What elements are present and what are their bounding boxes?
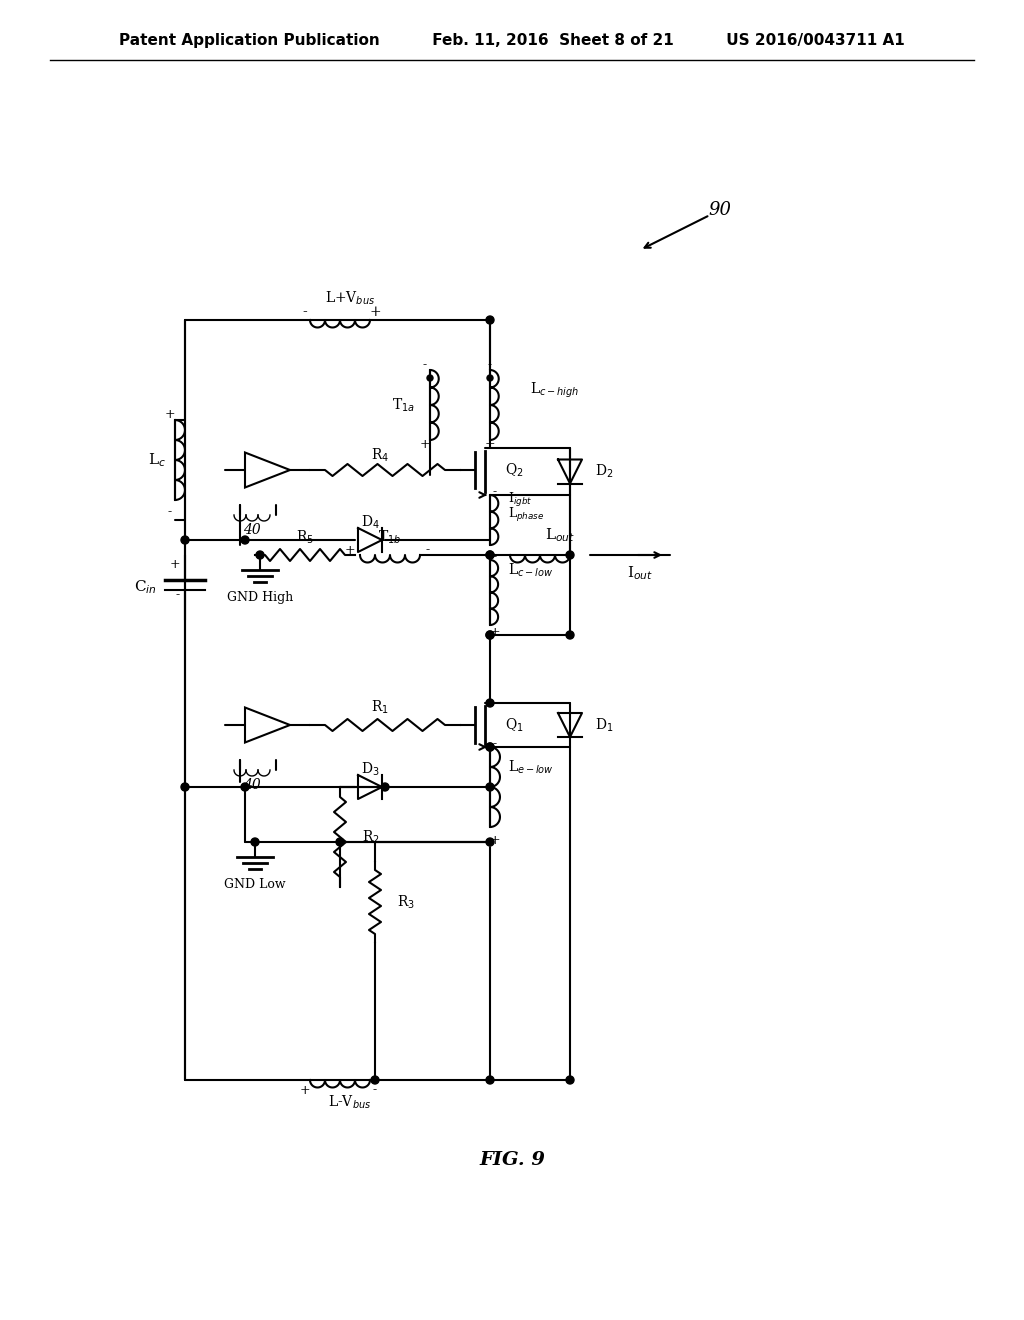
Circle shape bbox=[251, 838, 259, 846]
Circle shape bbox=[486, 743, 494, 751]
Circle shape bbox=[486, 550, 494, 558]
Circle shape bbox=[486, 838, 494, 846]
Text: -: - bbox=[423, 359, 427, 371]
Text: +: + bbox=[169, 558, 180, 572]
Text: D$_1$: D$_1$ bbox=[595, 717, 613, 734]
Text: Q$_1$: Q$_1$ bbox=[505, 717, 523, 734]
Text: L-V$_{bus}$: L-V$_{bus}$ bbox=[329, 1093, 372, 1110]
Text: R$_5$: R$_5$ bbox=[296, 528, 314, 545]
Text: D$_4$: D$_4$ bbox=[360, 513, 380, 531]
Text: 40: 40 bbox=[243, 523, 261, 537]
Text: +: + bbox=[489, 627, 501, 639]
Text: -: - bbox=[303, 305, 307, 319]
Text: +: + bbox=[345, 544, 355, 557]
Text: 90: 90 bbox=[709, 201, 731, 219]
Text: -: - bbox=[426, 544, 430, 557]
Text: -: - bbox=[493, 550, 497, 564]
Text: -: - bbox=[168, 506, 172, 519]
Text: Patent Application Publication          Feb. 11, 2016  Sheet 8 of 21          US: Patent Application Publication Feb. 11, … bbox=[119, 33, 905, 48]
Text: +: + bbox=[489, 833, 501, 846]
Text: R$_3$: R$_3$ bbox=[397, 894, 415, 911]
Text: R$_2$: R$_2$ bbox=[362, 829, 380, 846]
Text: L$_{c-high}$: L$_{c-high}$ bbox=[530, 380, 580, 400]
Text: T$_{1a}$: T$_{1a}$ bbox=[392, 396, 415, 413]
Circle shape bbox=[241, 783, 249, 791]
Text: Q$_2$: Q$_2$ bbox=[505, 461, 523, 479]
Text: R$_1$: R$_1$ bbox=[371, 698, 389, 715]
Circle shape bbox=[381, 783, 389, 791]
Circle shape bbox=[427, 375, 433, 381]
Circle shape bbox=[486, 783, 494, 791]
Text: L$_{c-low}$: L$_{c-low}$ bbox=[508, 561, 553, 578]
Text: -: - bbox=[488, 359, 493, 371]
Text: L$_c$: L$_c$ bbox=[148, 451, 166, 469]
Text: C$_{in}$: C$_{in}$ bbox=[134, 578, 157, 597]
Circle shape bbox=[181, 536, 189, 544]
Text: -: - bbox=[373, 1084, 377, 1097]
Circle shape bbox=[566, 631, 574, 639]
Text: +: + bbox=[420, 438, 430, 451]
Circle shape bbox=[486, 1076, 494, 1084]
Text: +: + bbox=[370, 305, 381, 319]
Circle shape bbox=[256, 550, 264, 558]
Circle shape bbox=[566, 550, 574, 558]
Circle shape bbox=[486, 315, 494, 323]
Text: GND High: GND High bbox=[227, 591, 293, 605]
Circle shape bbox=[486, 743, 494, 751]
Text: -: - bbox=[493, 486, 497, 499]
Circle shape bbox=[486, 700, 494, 708]
Text: -: - bbox=[493, 738, 497, 751]
Circle shape bbox=[336, 838, 344, 846]
Text: +: + bbox=[484, 438, 496, 451]
Circle shape bbox=[487, 375, 493, 381]
Circle shape bbox=[566, 1076, 574, 1084]
Text: FIG. 9: FIG. 9 bbox=[479, 1151, 545, 1170]
Text: D$_2$: D$_2$ bbox=[595, 463, 613, 480]
Text: D$_3$: D$_3$ bbox=[360, 760, 379, 777]
Circle shape bbox=[486, 631, 494, 639]
Circle shape bbox=[241, 536, 249, 544]
Circle shape bbox=[486, 631, 494, 639]
Circle shape bbox=[371, 1076, 379, 1084]
Text: I$_{igbt}$: I$_{igbt}$ bbox=[508, 491, 532, 510]
Text: L+V$_{bus}$: L+V$_{bus}$ bbox=[325, 289, 375, 306]
Text: GND Low: GND Low bbox=[224, 879, 286, 891]
Text: T$_{1b}$: T$_{1b}$ bbox=[378, 528, 401, 545]
Text: L$_{e-low}$: L$_{e-low}$ bbox=[508, 758, 554, 776]
Circle shape bbox=[181, 783, 189, 791]
Text: +: + bbox=[300, 1084, 310, 1097]
Text: 40: 40 bbox=[243, 777, 261, 792]
Text: L$_{phase}$: L$_{phase}$ bbox=[508, 506, 545, 524]
Text: L$_{out}$: L$_{out}$ bbox=[545, 527, 575, 544]
Text: -: - bbox=[176, 589, 180, 602]
Text: R$_4$: R$_4$ bbox=[371, 446, 389, 463]
Circle shape bbox=[486, 550, 494, 558]
Text: +: + bbox=[165, 408, 175, 421]
Text: I$_{out}$: I$_{out}$ bbox=[627, 564, 653, 582]
